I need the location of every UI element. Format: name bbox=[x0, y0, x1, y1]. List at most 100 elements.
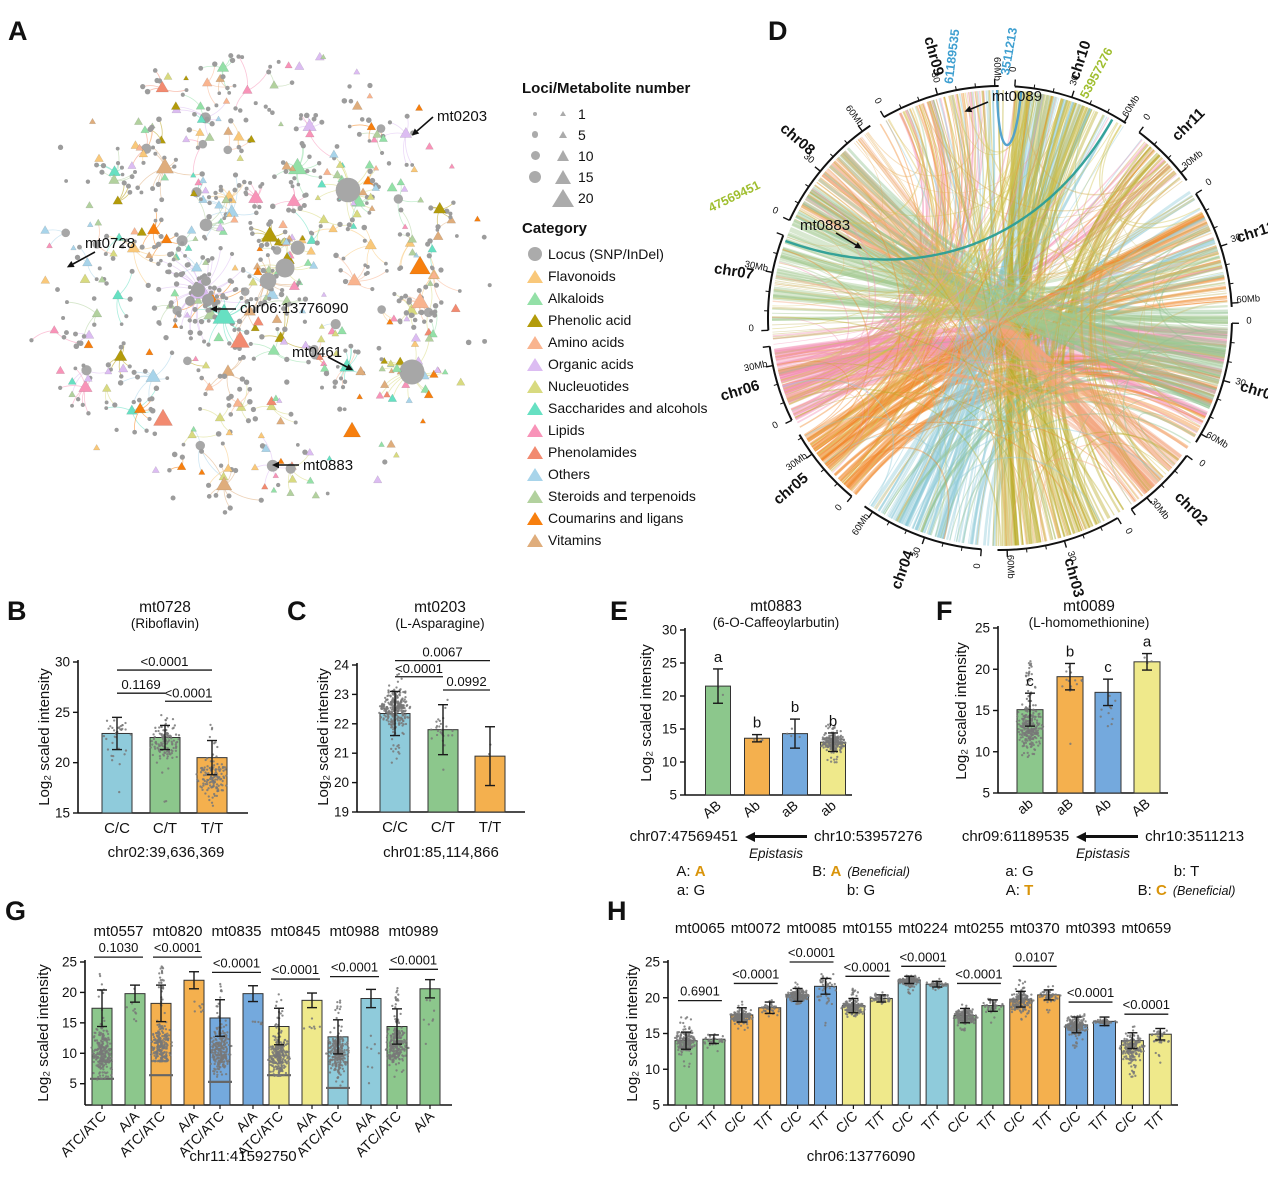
circos-annotation: mt0089 bbox=[992, 88, 1042, 105]
circos-tick-label: 0 bbox=[1008, 66, 1019, 72]
x-tick-label: C/T bbox=[431, 819, 455, 836]
circos-tick-label: 0 bbox=[770, 205, 779, 217]
left-arrow-icon bbox=[1076, 831, 1139, 842]
circos-tick-label: 30 bbox=[1068, 74, 1082, 87]
circos-tick-label: 30 bbox=[1234, 376, 1247, 389]
group-label: mt0155 bbox=[842, 920, 892, 937]
x-tick-label: T/T bbox=[695, 1107, 721, 1133]
beneficial-note: (Beneficial) bbox=[1172, 884, 1236, 898]
legend-size-value: 10 bbox=[578, 147, 594, 164]
y-tick-label: 5 bbox=[69, 1076, 77, 1091]
p-value: <0.0001 bbox=[164, 685, 212, 700]
allele-cell: b: G bbox=[776, 882, 946, 899]
category-triangle-icon bbox=[527, 379, 543, 393]
allele-value: G bbox=[863, 882, 876, 899]
panel-label-g: G bbox=[5, 896, 27, 926]
category-triangle-icon bbox=[527, 313, 543, 327]
legend-category-label: Saccharides and alcohols bbox=[548, 400, 708, 416]
circos-tick-label: 0 bbox=[748, 323, 754, 334]
legend-size-row: 1 bbox=[522, 103, 762, 124]
category-triangle-icon bbox=[527, 511, 543, 525]
panel-f-epistasis: chr09:61189535 chr10:3511213 Epistasis a: G… bbox=[936, 828, 1268, 899]
group-label: mt0820 bbox=[152, 923, 202, 940]
x-tick-label: T/T bbox=[806, 1107, 832, 1133]
p-value: <0.0001 bbox=[395, 661, 443, 676]
x-tick-label: T/T bbox=[918, 1107, 944, 1133]
p-value: <0.0001 bbox=[955, 966, 1002, 981]
panel-label-e: E bbox=[610, 596, 629, 626]
legend-category-row: Nucleuotides bbox=[522, 375, 762, 397]
x-tick-label: C/C bbox=[832, 1108, 860, 1136]
circos-chrom-label: chr01 bbox=[1238, 378, 1268, 406]
network-annotation: mt0728 bbox=[85, 235, 135, 252]
panel-c-title: mt0203 bbox=[414, 599, 466, 616]
legend-category-row: Lipids bbox=[522, 419, 762, 441]
y-tick-label: 5 bbox=[652, 1098, 660, 1113]
legend-category-label: Flavonoids bbox=[548, 268, 616, 284]
panel-e-title: mt0883 bbox=[750, 598, 802, 615]
p-value: <0.0001 bbox=[213, 955, 260, 970]
p-value: <0.0001 bbox=[899, 949, 946, 964]
locus-size-icon bbox=[530, 151, 540, 160]
panel-label-f: F bbox=[936, 596, 953, 626]
x-tick-label: C/C bbox=[721, 1108, 749, 1136]
panel-f-subtitle: (L-homomethionine) bbox=[1028, 615, 1150, 630]
legend-category-row: Steroids and terpenoids bbox=[522, 485, 762, 507]
panel-b-xlabel: chr02:39,636,369 bbox=[107, 844, 225, 861]
x-tick-label: T/T bbox=[1141, 1107, 1167, 1133]
circos-chrom-label: chr12 bbox=[1234, 218, 1268, 246]
x-tick-label: Ab bbox=[1091, 795, 1115, 818]
legend-category-label: Organic acids bbox=[548, 356, 634, 372]
category-triangle-icon bbox=[527, 335, 543, 349]
p-value: 0.0107 bbox=[1015, 949, 1055, 964]
legend-size-value: 15 bbox=[578, 168, 594, 185]
x-tick-label: C/C bbox=[382, 819, 408, 836]
y-tick-label: 20 bbox=[62, 985, 77, 1000]
x-tick-label: T/T bbox=[479, 819, 502, 836]
allele-value: G bbox=[693, 882, 706, 899]
group-label: mt0557 bbox=[93, 923, 143, 940]
circos-tick-label: 0 bbox=[1246, 315, 1252, 326]
allele-cell: B: C (Beneficial) bbox=[1103, 882, 1268, 899]
y-tick-label: 25 bbox=[55, 705, 70, 720]
significance-letter: a bbox=[714, 649, 723, 666]
p-value: <0.0001 bbox=[272, 962, 319, 977]
y-tick-label: 10 bbox=[662, 755, 677, 770]
circos-tick-label: 60Mb bbox=[1120, 93, 1142, 119]
legend-category-row: Phenolamides bbox=[522, 441, 762, 463]
significance-letter: b bbox=[791, 699, 799, 716]
y-tick-label: 25 bbox=[62, 955, 77, 970]
circos-tick-label: 0 bbox=[771, 419, 781, 431]
y-tick-label: 15 bbox=[62, 1015, 77, 1030]
category-triangle-icon bbox=[527, 445, 543, 459]
circos-tick-label: 0 bbox=[872, 96, 884, 106]
locus-size-icon bbox=[533, 111, 537, 116]
x-tick-label: T/T bbox=[1085, 1107, 1111, 1133]
x-tick-label: AB bbox=[699, 797, 724, 821]
x-tick-label: C/T bbox=[153, 820, 177, 837]
circos-tick-label: 0 bbox=[972, 563, 983, 569]
legend-category-row: Locus (SNP/InDel) bbox=[522, 243, 762, 265]
left-arrow-icon bbox=[745, 831, 807, 842]
legend-size-value: 5 bbox=[578, 126, 586, 143]
p-value: <0.0001 bbox=[732, 966, 779, 981]
circos-tick-label: 0 bbox=[1122, 526, 1134, 536]
allele-cell: A: T bbox=[936, 882, 1103, 899]
significance-letter: c bbox=[1026, 673, 1034, 690]
circos-chrom-label: chr03 bbox=[1061, 556, 1088, 599]
group-label: mt0988 bbox=[329, 923, 379, 940]
allele-cell: b: T bbox=[1103, 863, 1268, 880]
metabolite-size-icon bbox=[552, 188, 574, 207]
x-tick-label: C/C bbox=[944, 1108, 972, 1136]
legend-size-rows: 1 5 10 15 20 bbox=[522, 103, 762, 208]
metabolite-size-icon bbox=[559, 131, 567, 138]
legend-category-row: Coumarins and ligans bbox=[522, 507, 762, 529]
y-tick-label: 5 bbox=[669, 788, 677, 803]
circos-tick-label: 0 bbox=[1141, 112, 1153, 123]
p-value: <0.0001 bbox=[331, 960, 378, 975]
p-value: 0.0067 bbox=[422, 645, 462, 660]
